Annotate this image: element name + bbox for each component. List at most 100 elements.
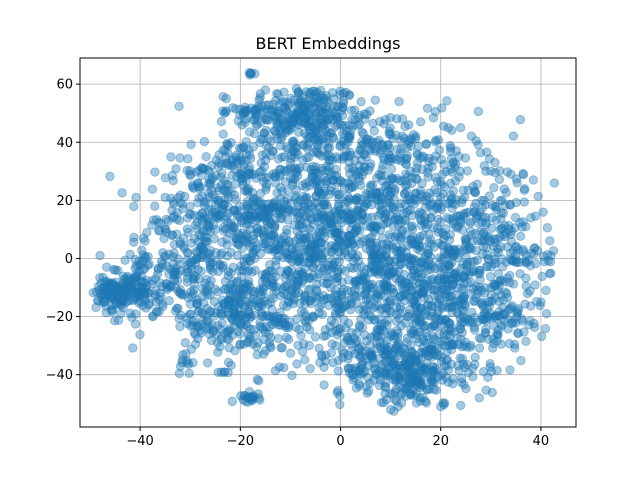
scatter-point	[376, 205, 386, 215]
scatter-point	[362, 198, 373, 209]
scatter-point	[406, 173, 417, 183]
scatter-point	[355, 166, 365, 177]
scatter-point	[497, 321, 507, 331]
scatter-point	[273, 203, 284, 213]
scatter-point	[383, 140, 393, 150]
scatter-point	[339, 232, 349, 242]
y-tick-label: 40	[56, 136, 73, 151]
scatter-point	[385, 296, 395, 307]
scatter-point	[412, 158, 423, 168]
scatter-point	[374, 260, 384, 270]
scatter-point	[541, 308, 552, 319]
scatter-point	[420, 203, 431, 213]
scatter-point	[344, 120, 355, 130]
scatter-point	[343, 137, 353, 148]
scatter-point	[412, 291, 422, 302]
scatter-point	[501, 257, 511, 267]
scatter-point	[270, 366, 281, 376]
scatter-point	[439, 159, 449, 170]
scatter-point	[277, 131, 287, 142]
scatter-point	[431, 364, 441, 374]
scatter-point	[265, 237, 276, 247]
scatter-point	[307, 173, 318, 183]
scatter-point	[409, 265, 419, 275]
scatter-point	[354, 202, 364, 213]
scatter-point	[397, 114, 408, 124]
scatter-point	[286, 120, 297, 130]
scatter-point	[490, 157, 500, 168]
scatter-point	[292, 101, 302, 112]
scatter-point	[389, 186, 400, 197]
scatter-point	[147, 220, 157, 230]
scatter-point	[253, 101, 264, 111]
scatter-point	[308, 252, 319, 262]
scatter-point	[295, 97, 306, 108]
scatter-point	[193, 264, 203, 275]
scatter-point	[110, 265, 121, 275]
scatter-point	[332, 272, 342, 282]
scatter-point	[368, 137, 378, 147]
scatter-point	[116, 308, 126, 319]
scatter-point	[467, 307, 477, 318]
scatter-point	[392, 173, 402, 184]
scatter-point	[325, 185, 336, 196]
scatter-point	[287, 136, 298, 147]
scatter-point	[464, 269, 475, 280]
scatter-point	[528, 175, 539, 185]
scatter-point	[350, 285, 360, 295]
scatter-point	[361, 134, 372, 144]
scatter-point	[323, 261, 334, 271]
scatter-point	[385, 123, 395, 133]
scatter-point	[545, 236, 555, 246]
scatter-point	[413, 308, 423, 318]
scatter-point	[288, 177, 298, 188]
scatter-point	[203, 316, 213, 326]
scatter-point	[504, 220, 514, 231]
scatter-point	[381, 349, 391, 360]
scatter-point	[322, 165, 332, 176]
scatter-point	[278, 252, 288, 263]
scatter-point	[317, 106, 328, 116]
scatter-point	[361, 264, 372, 275]
scatter-point	[331, 114, 342, 125]
scatter-point	[405, 195, 415, 205]
scatter-point	[302, 120, 313, 130]
scatter-point	[222, 138, 232, 149]
scatter-point	[481, 219, 491, 230]
scatter-point	[222, 234, 232, 244]
scatter-point	[323, 143, 333, 153]
scatter-point	[257, 270, 268, 280]
scatter-point	[365, 378, 375, 388]
scatter-point	[277, 114, 288, 124]
scatter-point	[518, 169, 529, 180]
scatter-point	[367, 180, 378, 191]
scatter-point	[434, 197, 444, 208]
scatter-point	[462, 261, 472, 271]
scatter-point	[182, 247, 193, 258]
scatter-point	[336, 290, 346, 300]
scatter-point	[217, 318, 227, 328]
scatter-point	[410, 188, 421, 199]
scatter-point	[250, 237, 260, 248]
scatter-point	[264, 142, 274, 153]
scatter-point	[130, 254, 140, 265]
scatter-point	[261, 149, 271, 159]
scatter-point	[251, 104, 261, 114]
scatter-point	[469, 186, 480, 196]
scatter-point	[273, 89, 283, 100]
scatter-point	[303, 203, 313, 214]
scatter-point	[260, 85, 271, 95]
scatter-point	[444, 198, 454, 208]
scatter-point	[272, 112, 282, 123]
scatter-point	[463, 185, 473, 195]
scatter-point	[224, 343, 234, 353]
scatter-point	[438, 121, 449, 131]
scatter-point	[405, 134, 415, 144]
scatter-point	[234, 231, 245, 241]
scatter-point	[272, 106, 282, 116]
scatter-point	[333, 324, 344, 334]
scatter-point	[374, 187, 385, 197]
scatter-point	[355, 320, 365, 330]
scatter-point	[329, 94, 339, 104]
scatter-point	[260, 239, 270, 249]
